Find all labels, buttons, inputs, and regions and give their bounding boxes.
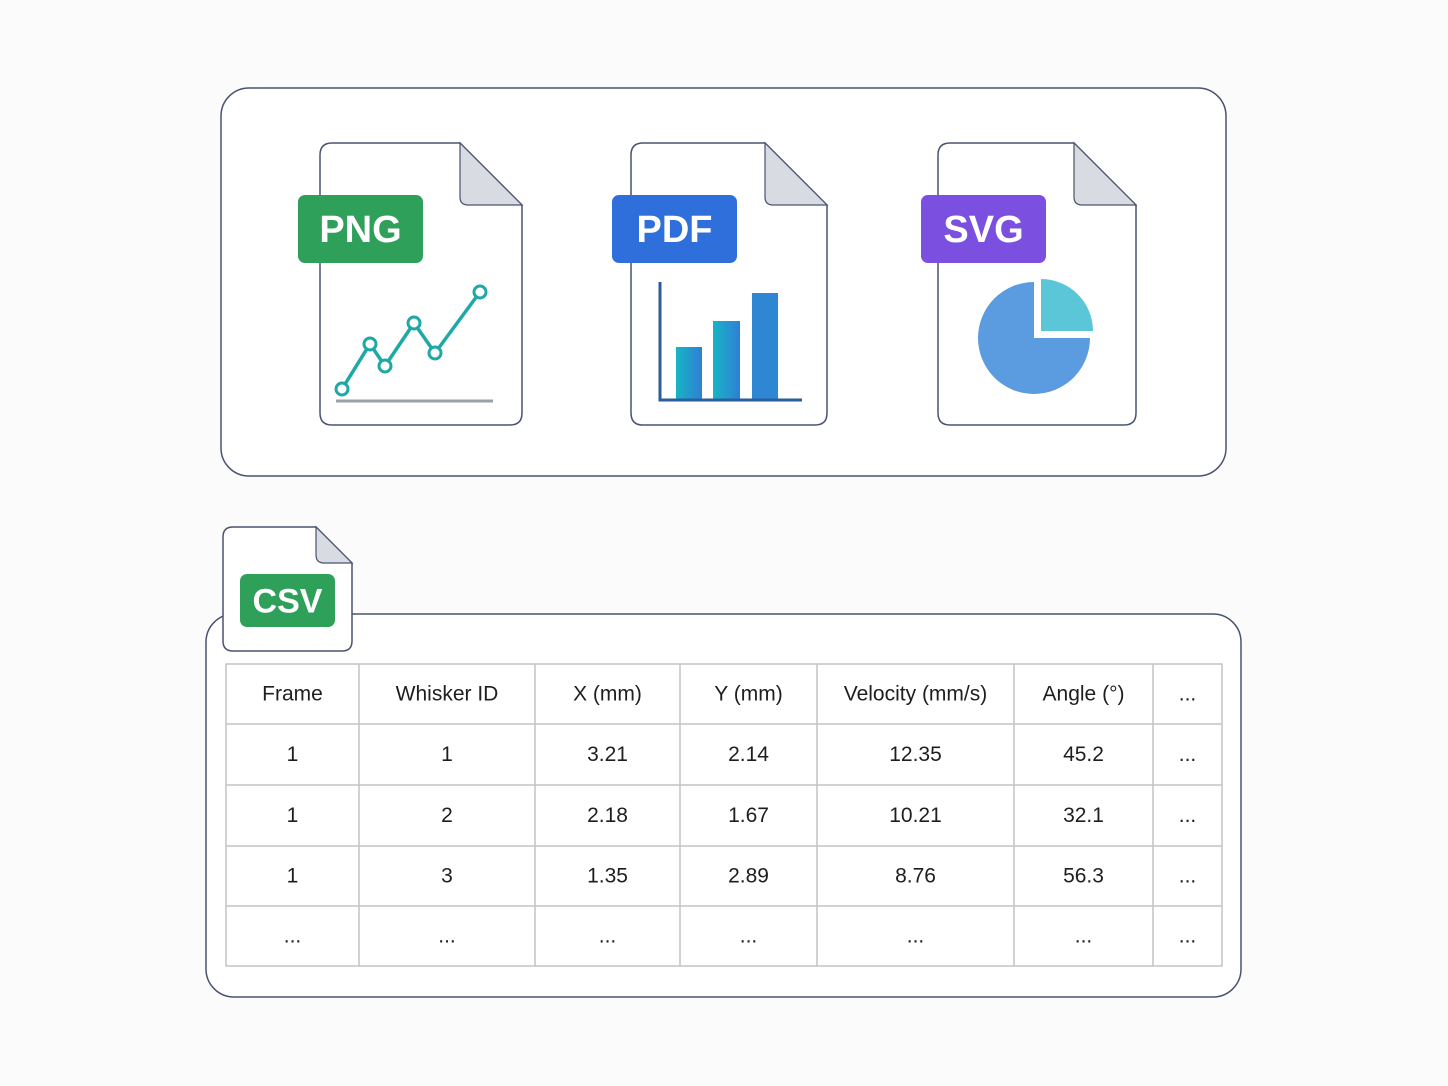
table-cell: 12.35 — [889, 743, 942, 766]
table-cell: 3 — [441, 865, 453, 888]
format-badge — [298, 195, 423, 263]
file-fold — [764, 141, 829, 206]
format-label: PDF — [637, 209, 713, 251]
table-cell: ... — [907, 925, 925, 948]
format-badge — [612, 195, 737, 263]
table-cell: 1 — [287, 804, 299, 827]
table-cell: 2 — [441, 804, 453, 827]
file-fold — [315, 525, 354, 564]
table-cell: 1 — [287, 743, 299, 766]
table-cell: 10.21 — [889, 804, 942, 827]
file-fold — [459, 141, 524, 206]
table-cell: ... — [1179, 743, 1197, 766]
table-cell: 2.14 — [728, 743, 769, 766]
table-cell: ... — [1179, 865, 1197, 888]
header-cell: Velocity (mm/s) — [844, 683, 988, 706]
table-cell: 32.1 — [1063, 804, 1104, 827]
header-cell: Frame — [262, 683, 323, 706]
header-cell: Y (mm) — [714, 683, 782, 706]
header-cell: Whisker ID — [396, 683, 499, 706]
header-cell: Angle (°) — [1043, 683, 1125, 706]
csv-table: Frame Whisker ID X (mm) Y (mm) Velocity (mm/… — [225, 663, 1223, 967]
file-fold — [1073, 141, 1138, 206]
table-cell: 56.3 — [1063, 865, 1104, 888]
format-label: CSV — [253, 583, 323, 621]
table-cell: ... — [1179, 925, 1197, 948]
table-cell: 1 — [287, 865, 299, 888]
table-cell: 8.76 — [895, 865, 936, 888]
table-cell: ... — [599, 925, 617, 948]
table-cell: 2.89 — [728, 865, 769, 888]
table-cell: ... — [438, 925, 456, 948]
pie-chart-icon — [978, 279, 1093, 394]
table-cell: 3.21 — [587, 743, 628, 766]
table-cell: 1 — [441, 743, 453, 766]
format-badge — [240, 574, 335, 627]
header-cell: ... — [1179, 683, 1197, 706]
table-frame — [225, 663, 1223, 967]
table-cell: ... — [284, 925, 302, 948]
bar-chart-icon — [658, 282, 802, 402]
table-cell: ... — [740, 925, 758, 948]
format-label: PNG — [319, 209, 401, 251]
format-label: SVG — [943, 209, 1023, 251]
table-cell: 1.35 — [587, 865, 628, 888]
table-cell: 45.2 — [1063, 743, 1104, 766]
line-chart-icon — [334, 284, 493, 403]
table-cell: ... — [1075, 925, 1093, 948]
format-badge — [921, 195, 1046, 263]
table-cell: ... — [1179, 804, 1197, 827]
table-cell: 1.67 — [728, 804, 769, 827]
header-cell: X (mm) — [573, 683, 642, 706]
table-cell: 2.18 — [587, 804, 628, 827]
